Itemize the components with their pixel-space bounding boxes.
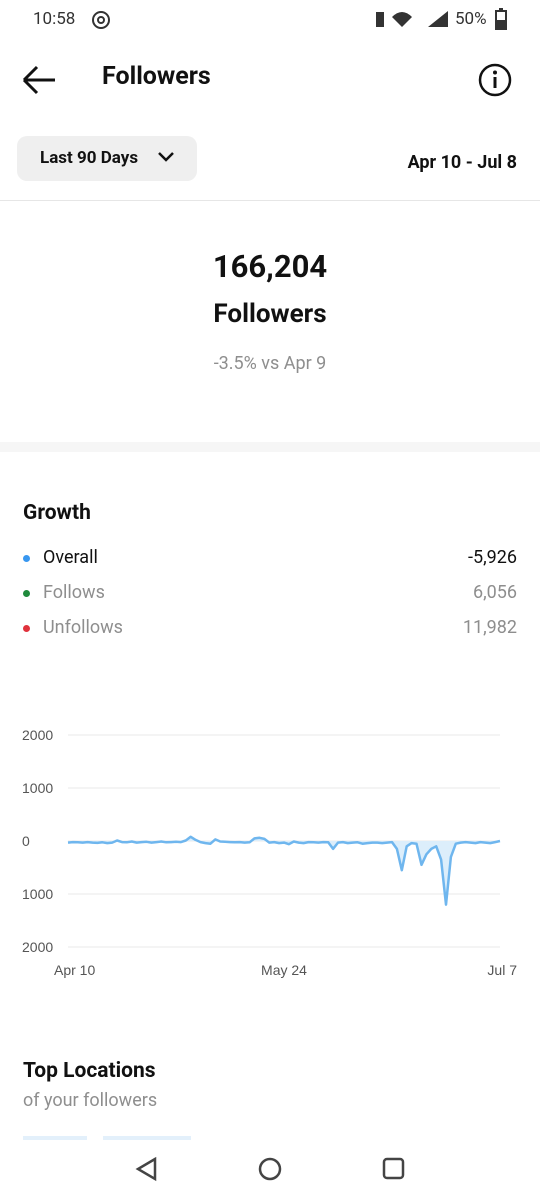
page-title: Followers — [102, 62, 211, 91]
legend-dot — [23, 590, 30, 597]
y-tick-label: 2000 — [22, 939, 53, 955]
follower-label: Followers — [213, 299, 327, 329]
date-range: Apr 10 - Jul 8 — [407, 152, 517, 173]
y-tick-label: 1000 — [22, 780, 53, 796]
line — [67, 835, 501, 906]
nav-bar — [0, 1140, 540, 1200]
legend-name: Follows — [43, 582, 105, 603]
x-tick-label: May 24 — [261, 962, 307, 978]
section-separator — [0, 442, 540, 452]
x-tick-label: Jul 7 — [487, 962, 517, 978]
status-battery: 50% — [455, 9, 487, 29]
locations-title: Top Locations — [23, 1059, 156, 1083]
divider — [0, 200, 540, 201]
y-tick-label: 1000 — [22, 886, 53, 902]
back-button[interactable] — [20, 62, 60, 98]
legend-value: -5,926 — [468, 547, 517, 568]
tab-stub — [103, 1136, 191, 1140]
y-tick-label: 2000 — [22, 727, 53, 743]
legend-name: Overall — [43, 547, 98, 568]
nav-home[interactable] — [257, 1156, 283, 1182]
legend-dot — [23, 555, 30, 562]
period-dropdown[interactable]: Last 90 Days — [17, 136, 197, 181]
chevron — [158, 152, 174, 162]
info-button[interactable] — [477, 62, 513, 98]
legend-value: 11,982 — [462, 617, 517, 638]
x-tick-label: Apr 10 — [54, 962, 95, 978]
follower-count: 166,204 — [212, 248, 328, 285]
legend-name: Unfollows — [43, 617, 123, 638]
threads-icon — [92, 11, 110, 29]
battery-icon — [495, 8, 507, 30]
nav-back[interactable] — [134, 1156, 160, 1182]
period-label: Last 90 Days — [40, 148, 139, 168]
growth-title: Growth — [23, 501, 91, 525]
legend-dot — [23, 625, 30, 632]
locations-subtitle: of your followers — [23, 1090, 158, 1111]
tab-stub — [23, 1136, 87, 1140]
legend-value: 6,056 — [472, 582, 517, 603]
nav-recents[interactable] — [381, 1156, 407, 1182]
y-tick-label: 0 — [22, 833, 30, 849]
follower-change: -3.5% vs Apr 9 — [213, 353, 327, 374]
status-icons — [376, 11, 448, 27]
status-time: 10:58 — [33, 9, 76, 29]
